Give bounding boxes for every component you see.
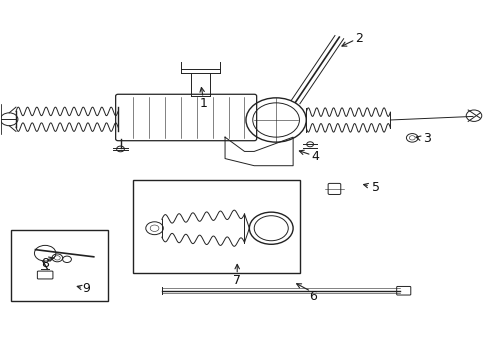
- FancyBboxPatch shape: [37, 271, 53, 279]
- Text: 7: 7: [233, 274, 241, 287]
- Text: 2: 2: [354, 32, 362, 45]
- Text: 5: 5: [371, 181, 379, 194]
- Bar: [11, 230, 108, 301]
- Text: 6: 6: [308, 289, 316, 303]
- Text: 3: 3: [422, 132, 430, 145]
- FancyBboxPatch shape: [396, 287, 410, 295]
- Bar: [132, 180, 300, 273]
- FancyBboxPatch shape: [327, 183, 340, 194]
- Text: 9: 9: [82, 283, 90, 296]
- Text: 4: 4: [310, 150, 318, 163]
- Text: 1: 1: [199, 97, 207, 110]
- Text: 8: 8: [41, 257, 49, 270]
- FancyBboxPatch shape: [116, 94, 256, 141]
